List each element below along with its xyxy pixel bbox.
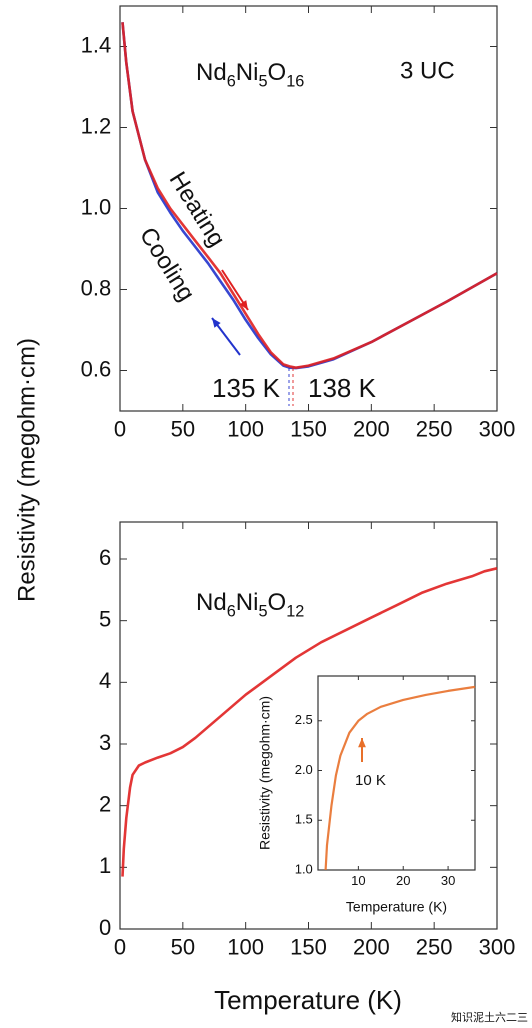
formula-element: Ni: [236, 59, 259, 86]
arrow-head: [358, 738, 366, 748]
x-tick-label: 150: [290, 935, 327, 960]
arrow-head: [212, 318, 221, 328]
formula-subscript: 16: [286, 73, 304, 91]
x-tick-label: 20: [396, 873, 410, 888]
formula-element: O: [268, 59, 287, 86]
cooling-transition: 135 K: [212, 373, 281, 403]
panel-formula: Nd6Ni5O12: [196, 589, 304, 620]
x-tick-label: 50: [171, 935, 195, 960]
data-line: [121, 567, 498, 877]
x-tick-label: 0: [114, 417, 126, 442]
inset-y-label: Resistivity (megohm·cm): [257, 696, 273, 850]
y-tick-label: 1: [99, 853, 111, 878]
sample-thickness: 3 UC: [400, 57, 455, 84]
y-tick-label: 0: [99, 915, 111, 940]
panel-formula: Nd6Ni5O16: [196, 59, 304, 90]
inset-x-label: Temperature (K): [346, 899, 447, 915]
y-tick-label: 1.0: [81, 194, 112, 219]
inset-annotation: 10 K: [355, 772, 386, 789]
arrow-head: [239, 300, 248, 310]
watermark: 知识泥土六二三: [451, 1010, 528, 1024]
formula-element: O: [268, 589, 287, 616]
y-axis-label: Resistivity (megohm·cm): [13, 338, 40, 602]
x-tick-label: 0: [114, 935, 126, 960]
x-tick-label: 100: [227, 417, 264, 442]
heating-transition: 138 K: [308, 373, 377, 403]
x-axis-label: Temperature (K): [214, 985, 402, 1015]
formula-subscript: 6: [227, 603, 236, 621]
x-tick-label: 100: [227, 935, 264, 960]
x-tick-label: 300: [479, 935, 516, 960]
formula-subscript: 5: [258, 73, 267, 91]
x-tick-label: 10: [351, 873, 365, 888]
data-line: [121, 22, 498, 369]
x-tick-label: 250: [416, 935, 453, 960]
y-tick-label: 2: [99, 791, 111, 816]
y-tick-label: 2.5: [295, 712, 313, 727]
y-tick-label: 1.5: [295, 812, 313, 827]
x-tick-label: 30: [441, 873, 455, 888]
formula-subscript: 6: [227, 73, 236, 91]
x-tick-label: 250: [416, 417, 453, 442]
x-tick-label: 50: [171, 417, 195, 442]
y-tick-label: 1.0: [295, 861, 313, 876]
y-tick-label: 1.4: [81, 32, 112, 57]
formula-element: Nd: [196, 59, 227, 86]
y-tick-label: 1.2: [81, 113, 112, 138]
y-tick-label: 0.8: [81, 275, 112, 300]
y-tick-label: 2.0: [295, 762, 313, 777]
formula-element: Ni: [236, 589, 259, 616]
y-tick-label: 6: [99, 545, 111, 570]
data-line: [324, 685, 476, 871]
heating-label: Heating: [164, 167, 231, 251]
x-tick-label: 300: [479, 417, 516, 442]
formula-subscript: 5: [258, 603, 267, 621]
formula-element: Nd: [196, 589, 227, 616]
y-tick-label: 5: [99, 606, 111, 631]
x-tick-label: 200: [353, 935, 390, 960]
x-tick-label: 150: [290, 417, 327, 442]
y-tick-label: 3: [99, 730, 111, 755]
y-tick-label: 0.6: [81, 356, 112, 381]
y-tick-label: 4: [99, 668, 111, 693]
plot-frame: [317, 675, 476, 871]
formula-subscript: 12: [286, 603, 304, 621]
x-tick-label: 200: [353, 417, 390, 442]
